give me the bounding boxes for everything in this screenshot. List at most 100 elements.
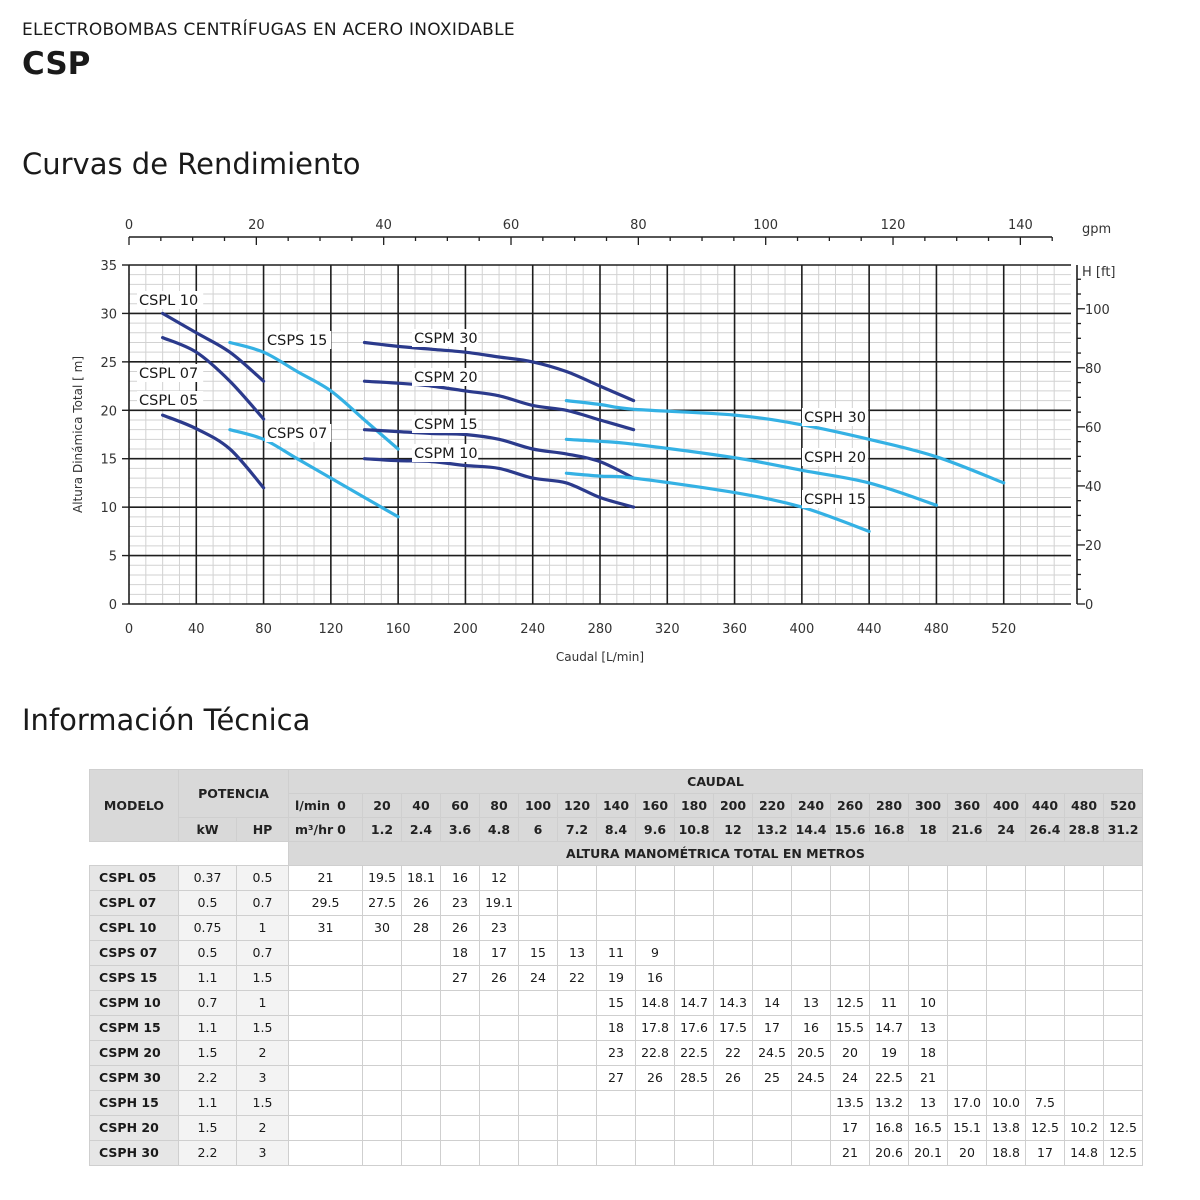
- cell-kw: 1.5: [178, 1115, 237, 1141]
- header-m3hr-value: 8.4: [596, 817, 636, 842]
- cell-head-value: 11: [596, 940, 636, 966]
- cell-hp: 1: [236, 915, 289, 941]
- cell-head-value: [596, 890, 636, 916]
- header-altura: ALTURA MANOMÉTRICA TOTAL EN METROS: [288, 841, 1143, 866]
- cell-head-value: [1025, 1040, 1065, 1066]
- header-m3hr-value: 10.8: [674, 817, 714, 842]
- cell-hp: 3: [236, 1065, 289, 1091]
- table-row: CSPM 30 2.2 3 27 26 28.5 26 25 24.5 24 22.5 21: [89, 1065, 1143, 1091]
- series-label-bg: [137, 391, 204, 409]
- cell-head-value: [1103, 890, 1143, 916]
- cell-head-value: [869, 890, 909, 916]
- cell-head-value: [635, 1115, 675, 1141]
- cell-head-value: 9: [635, 940, 675, 966]
- cell-head-value: [1064, 940, 1104, 966]
- header-lmin-value: 120: [557, 793, 597, 818]
- cell-head-value: [713, 1115, 753, 1141]
- series-label-bg: [412, 329, 479, 347]
- cell-head-value: 24: [518, 965, 558, 991]
- cell-head-value: 13.5: [830, 1090, 870, 1116]
- series-line-cspm-30: [362, 340, 636, 403]
- header-lmin-value: 360: [947, 793, 987, 818]
- cell-head-value: [869, 915, 909, 941]
- cell-head-value: [518, 1040, 558, 1066]
- cell-head-value: [288, 1140, 363, 1166]
- cell-head-value: 29.5: [288, 890, 363, 916]
- cell-head-value: [791, 940, 831, 966]
- cell-head-value: [1025, 990, 1065, 1016]
- header-lmin-value: 160: [635, 793, 675, 818]
- cell-head-value: [869, 940, 909, 966]
- header-modelo: MODELO: [89, 769, 179, 842]
- cell-head-value: [791, 865, 831, 891]
- cell-head-value: [288, 940, 363, 966]
- cell-head-value: [713, 915, 753, 941]
- y-tick-label: 35: [100, 259, 117, 274]
- cell-head-value: [596, 1115, 636, 1141]
- cell-head-value: [752, 940, 792, 966]
- cell-head-value: 26: [635, 1065, 675, 1091]
- cell-head-value: [401, 940, 441, 966]
- cell-model: CSPL 07: [89, 890, 179, 916]
- cell-head-value: [752, 890, 792, 916]
- top-tick-label: 100: [753, 218, 778, 233]
- cell-head-value: [1064, 990, 1104, 1016]
- cell-head-value: [713, 865, 753, 891]
- series-label-csps-07: CSPS 07: [267, 426, 327, 442]
- cell-head-value: 12.5: [1103, 1140, 1143, 1166]
- cell-hp: 1: [236, 990, 289, 1016]
- cell-head-value: [1064, 890, 1104, 916]
- series-line-cspm-20: [362, 379, 636, 432]
- header-lmin-value: 100: [518, 793, 558, 818]
- lmin-unit-label: l/min: [295, 797, 331, 813]
- cell-head-value: [1064, 965, 1104, 991]
- cell-head-value: [713, 1140, 753, 1166]
- cell-head-value: 18.1: [401, 865, 441, 891]
- series-label-bg: [802, 408, 869, 426]
- cell-head-value: [947, 1015, 987, 1041]
- header-potencia: POTENCIA: [178, 769, 289, 818]
- cell-head-value: [635, 890, 675, 916]
- series-label-cspm-10: CSPM 10: [414, 446, 478, 462]
- performance-chart: 0 40 80 120 160 200 240 280 320 360 400 440 480 52005…: [71, 218, 1116, 664]
- series-label-bg: [137, 364, 204, 382]
- cell-kw: 2.2: [178, 1065, 237, 1091]
- right-tick-label: 80: [1085, 362, 1102, 377]
- page-title: CSP: [22, 46, 91, 82]
- cell-kw: 0.5: [178, 890, 237, 916]
- cell-head-value: 17: [479, 940, 519, 966]
- header-m3hr-value: 26.4: [1025, 817, 1065, 842]
- top-tick-label: 120: [881, 218, 906, 233]
- x-tick-label: 80: [255, 622, 272, 637]
- cell-model: CSPS 07: [89, 940, 179, 966]
- cell-head-value: [869, 865, 909, 891]
- cell-model: CSPM 15: [89, 1015, 179, 1041]
- cell-head-value: 19.1: [479, 890, 519, 916]
- cell-head-value: 27.5: [362, 890, 402, 916]
- cell-head-value: [401, 1065, 441, 1091]
- cell-head-value: [908, 915, 948, 941]
- cell-head-value: 11: [869, 990, 909, 1016]
- chart-grid: [128, 264, 1071, 605]
- table-row: CSPL 05 0.37 0.5 21 19.5 18.1 16 12: [89, 865, 1143, 891]
- cell-head-value: [1025, 890, 1065, 916]
- series-line-cspl-07: [161, 336, 266, 421]
- cell-head-value: [362, 1040, 402, 1066]
- header-m3hr-value: 14.4: [791, 817, 831, 842]
- header-m3hr-value: 16.8: [869, 817, 909, 842]
- cell-head-value: [362, 1065, 402, 1091]
- cell-hp: 2: [236, 1115, 289, 1141]
- cell-head-value: [947, 1065, 987, 1091]
- cell-head-value: [401, 990, 441, 1016]
- cell-head-value: [479, 1140, 519, 1166]
- cell-head-value: 13.8: [986, 1115, 1026, 1141]
- cell-head-value: [1064, 1015, 1104, 1041]
- y-axis-label: Altura Dinámica Total [ m]: [71, 356, 85, 513]
- x-tick-label: 120: [318, 622, 343, 637]
- cell-head-value: 22.5: [869, 1065, 909, 1091]
- header-lmin-value: 440: [1025, 793, 1065, 818]
- series-label-cspm-30: CSPM 30: [414, 331, 478, 347]
- cell-head-value: [440, 990, 480, 1016]
- cell-head-value: 21: [830, 1140, 870, 1166]
- cell-head-value: [362, 940, 402, 966]
